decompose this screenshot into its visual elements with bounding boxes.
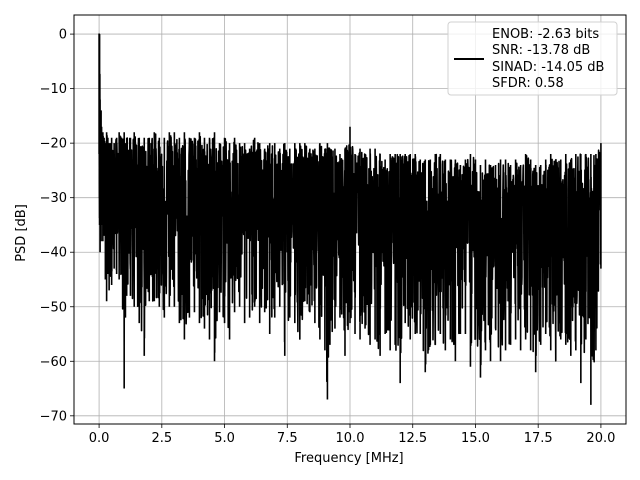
y-tick-label: −40 [40, 246, 67, 261]
y-tick-label: −10 [40, 82, 67, 97]
x-tick-label: 2.5 [151, 431, 172, 446]
x-tick-label: 7.5 [277, 431, 298, 446]
psd-line [98, 33, 602, 405]
legend-entry-snr: SNR: -13.78 dB [492, 43, 590, 58]
y-tick-label: 0 [59, 28, 67, 43]
legend-box [447, 21, 618, 96]
y-tick-label: −30 [40, 191, 67, 206]
y-tick-label: −70 [40, 409, 67, 424]
legend-entry-enob: ENOB: -2.63 bits [492, 27, 599, 42]
x-axis-ticks: 0.0 2.5 5.0 7.5 10.0 12.5 15.0 17.5 20.0 [89, 424, 615, 446]
legend-entry-sinad: SINAD: -14.05 dB [492, 60, 604, 75]
y-tick-label: −20 [40, 137, 67, 152]
x-tick-label: 17.5 [524, 431, 553, 446]
x-axis-label: Frequency [MHz] [294, 451, 403, 466]
legend-entry-sfdr: SFDR: 0.58 [492, 76, 564, 91]
x-tick-label: 5.0 [214, 431, 235, 446]
x-tick-label: 20.0 [586, 431, 615, 446]
y-axis-label: PSD [dB] [14, 204, 29, 262]
x-tick-label: 0.0 [89, 431, 110, 446]
psd-series [98, 33, 602, 405]
y-tick-label: −50 [40, 300, 67, 315]
x-tick-label: 15.0 [461, 431, 490, 446]
y-axis-ticks: 0 −10 −20 −30 −40 −50 −60 −70 [40, 28, 74, 424]
y-tick-label: −60 [40, 355, 67, 370]
x-tick-label: 10.0 [336, 431, 365, 446]
legend: ENOB: -2.63 bits SNR: -13.78 dB SINAD: -… [447, 21, 618, 96]
x-tick-label: 12.5 [398, 431, 427, 446]
